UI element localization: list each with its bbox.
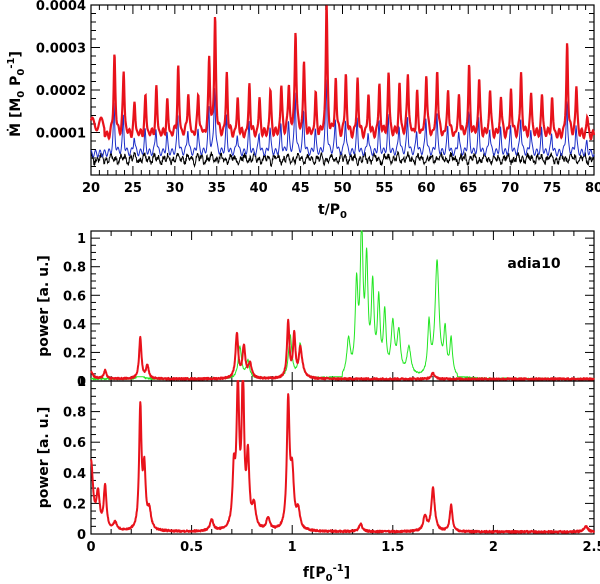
plot-frame [90,380,595,535]
x-tick-label: 40 [250,181,268,196]
x-label-xlabel-sup: -1 [333,563,344,574]
y-label-ylabel: Ṁ [M [7,98,24,137]
x-tick-label: 50 [333,181,351,196]
x-label-sub: 0 [340,210,347,221]
y-tick-label: 0.0004 [36,0,86,14]
x-tick-label: 65 [459,181,477,196]
series-line-component-1 [90,78,595,158]
y-tick-label: 0 [77,375,86,390]
series-line-red [90,380,595,534]
y-axis-label: Ṁ [M0 P0-1] [6,51,27,137]
x-tick-label: 0 [86,540,95,555]
panel-annotation: adia10 [507,256,560,272]
y-label-ylabel-sub2: 0 [16,69,27,76]
series-line-adia10-red [90,318,595,381]
y-tick-label: 0.0001 [36,127,86,142]
x-label-xlabel-sub: 0 [326,573,333,584]
x-tick-label: 45 [292,181,310,196]
x-tick-label: 30 [166,181,184,196]
series-line-adia10-green [90,230,595,381]
x-tick-label: 60 [417,181,435,196]
x-tick-label: 1.5 [381,540,404,555]
y-tick-label: 1 [77,232,86,247]
y-tick-label: 0.0002 [36,84,86,99]
series-line-component-2 [90,150,595,169]
y-axis-label: power [a. u.] [36,255,52,357]
y-tick-label: 0.8 [63,406,86,421]
y-label-ylabel-sub: 0 [16,91,27,98]
series-line-total [89,5,596,141]
x-label-xlabel: f[P [303,565,326,581]
x-tick-label: 80 [585,181,600,196]
x-tick-label: 0.5 [180,540,203,555]
y-tick-label: 0.0003 [36,42,86,57]
x-axis-label: f[P0-1] [303,563,350,584]
x-tick-label: 35 [208,181,226,196]
y-tick-label: 1 [77,375,86,390]
y-tick-label: 0.4 [63,318,86,333]
x-tick-label: 2 [489,540,498,555]
x-tick-label: 1 [288,540,297,555]
y-tick-label: 0 [77,528,86,543]
y-tick-label: 0.8 [63,261,86,276]
y-tick-label: 0.2 [63,346,86,361]
x-label-main: t/P [318,202,340,218]
y-tick-label: 0.6 [63,289,86,304]
y-label-ylabel-sup: -1 [6,57,17,68]
y-label-ylabel-mid: P [8,76,24,91]
plot-frame [90,230,595,382]
x-tick-label: 55 [375,181,393,196]
panel-top-mass-rate: 0.0001 0.0002 0.0003 0.0004 20 25 30 35 40 45 50 55… [6,0,600,221]
y-axis-label: power [a. u.] [36,407,52,509]
panel-middle-power-adia10: 0 0.2 0.4 0.6 0.8 1 power [a. u.] adia10 [36,230,595,390]
x-tick-label: 25 [124,181,142,196]
x-tick-label: 70 [501,181,519,196]
y-label-ylabel-end: ] [8,51,24,57]
x-tick-label: 2.5 [582,540,600,555]
x-tick-label: 75 [543,181,561,196]
x-axis-label: t/P0 [318,202,347,221]
y-tick-label: 0.6 [63,436,86,451]
y-tick-label: 0.2 [63,497,86,512]
x-label-xlabel-end: ] [344,565,350,581]
y-tick-label: 0.4 [63,467,86,482]
x-tick-label: 20 [82,181,100,196]
